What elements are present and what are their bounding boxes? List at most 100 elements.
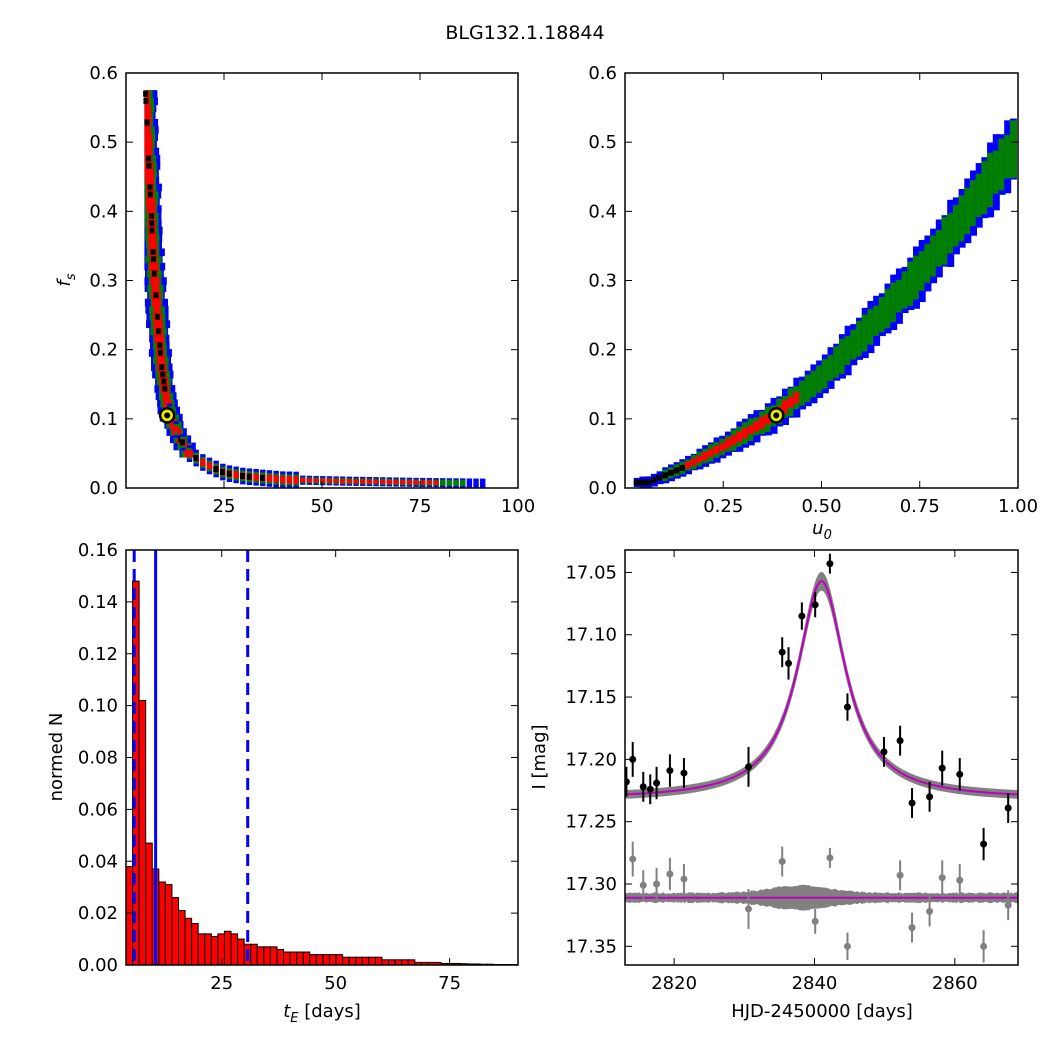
hist-bar <box>217 933 225 966</box>
y-tick-label: 17.05 <box>565 562 617 583</box>
contour-cell <box>1004 135 1012 179</box>
contour-cell <box>473 478 479 488</box>
x-tick-label: 2840 <box>792 973 838 994</box>
y-tick-label: 17.25 <box>565 812 617 833</box>
contour-cell <box>719 443 727 451</box>
contour-cell <box>406 480 413 485</box>
residual-point <box>926 907 934 915</box>
contour-cell <box>148 241 158 249</box>
contour-cell <box>246 473 252 480</box>
contour-cell <box>150 256 156 263</box>
contour-cell <box>146 155 152 162</box>
contour-cell <box>952 205 960 247</box>
data-point <box>629 755 637 763</box>
y-tick-label: 0.4 <box>89 201 118 222</box>
contour-cell <box>838 338 846 374</box>
contour-cell <box>161 378 167 385</box>
contour-cell <box>162 392 170 400</box>
contour-cell <box>366 479 373 484</box>
contour-cell <box>446 479 453 486</box>
data-point <box>926 793 934 801</box>
contour-cell <box>147 191 153 198</box>
panel-fs-u0-frame <box>624 72 1019 489</box>
contour-cell <box>981 161 989 215</box>
data-point <box>653 779 661 787</box>
contour-cell <box>453 479 459 486</box>
contour-cell <box>173 426 179 434</box>
hist-bar <box>250 943 258 966</box>
label-main: t <box>283 1001 291 1022</box>
contour-cell <box>143 90 149 97</box>
panel-lightcurve-frame <box>624 549 1019 966</box>
x-tick-label: 75 <box>409 496 432 517</box>
contour-cell <box>146 205 156 213</box>
contour-cell <box>386 480 393 484</box>
contour-cell <box>219 469 225 476</box>
contour-cell <box>144 126 151 134</box>
hist-bar <box>125 865 134 966</box>
residual-point <box>1004 901 1012 909</box>
contour-cell <box>280 476 286 484</box>
contour-cell <box>964 187 972 234</box>
y-tick-label: 0.08 <box>78 748 118 769</box>
contour-cell <box>144 169 155 177</box>
x-tick-label: 75 <box>438 973 461 994</box>
contour-cell <box>160 371 166 378</box>
label-main: f <box>54 278 75 287</box>
residual-point <box>826 854 834 862</box>
hist-bar <box>197 933 206 966</box>
contour-cell <box>861 314 869 352</box>
contour-cell <box>306 478 313 483</box>
contour-cell <box>340 479 346 483</box>
contour-cell <box>151 270 157 277</box>
y-tick-label: 0.0 <box>89 478 118 499</box>
y-tick-label: 0.2 <box>89 340 118 361</box>
contour-cell <box>144 111 152 120</box>
contour-cell <box>759 416 767 429</box>
data-point <box>778 648 786 656</box>
x-tick-label: 50 <box>311 496 334 517</box>
fs-tE-ylabel-text: fs <box>54 273 79 286</box>
contour-cell <box>713 446 721 454</box>
contour-cell <box>941 217 949 265</box>
contour-cell <box>645 479 653 486</box>
hist-bar <box>283 951 291 966</box>
contour-cell <box>253 473 259 481</box>
y-tick-label: 0.06 <box>78 799 118 820</box>
contour-cell <box>867 309 875 345</box>
y-tick-label: 17.30 <box>565 874 617 895</box>
contour-cell <box>901 271 909 309</box>
contour-cell <box>333 479 339 483</box>
y-tick-label: 0.2 <box>588 340 617 361</box>
contour-cell <box>148 234 157 242</box>
data-point <box>938 764 946 772</box>
tE-hist-xlabel: tE [days] <box>283 1001 361 1026</box>
contour-cell <box>226 470 232 477</box>
contour-cell <box>685 461 693 469</box>
hist-bar <box>237 938 245 966</box>
lightcurve-xlabel: HJD-2450000 [days] <box>731 1001 913 1022</box>
contour-cell <box>144 147 153 156</box>
residual-point <box>680 875 688 883</box>
y-tick-label: 0.4 <box>588 201 617 222</box>
contour-cell <box>259 474 265 481</box>
y-tick-label: 17.10 <box>565 625 617 646</box>
hist-bar <box>368 956 376 966</box>
contour-cell <box>639 479 647 486</box>
hist-bar <box>276 948 285 966</box>
label-rest: [days] <box>299 1001 361 1022</box>
hist-bar <box>322 954 330 966</box>
contour-cell <box>326 478 333 483</box>
contour-cell <box>393 480 399 484</box>
contour-cell <box>913 255 921 300</box>
hist-bar <box>394 959 403 966</box>
contour-cell <box>781 400 789 414</box>
panel-fs-u0-ticks: 0.25 0.50 0.75 1.00 0.0 0.1 0.2 0.3 0.4 0.5 0.6 <box>588 63 1038 517</box>
contour-cell <box>320 478 326 483</box>
x-tick-label: 25 <box>213 496 236 517</box>
contour-cell <box>804 374 812 403</box>
y-tick-label: 17.35 <box>565 936 617 957</box>
fs-u0-contours <box>633 118 1017 488</box>
hist-bar <box>374 956 383 966</box>
hist-bar <box>204 933 212 966</box>
